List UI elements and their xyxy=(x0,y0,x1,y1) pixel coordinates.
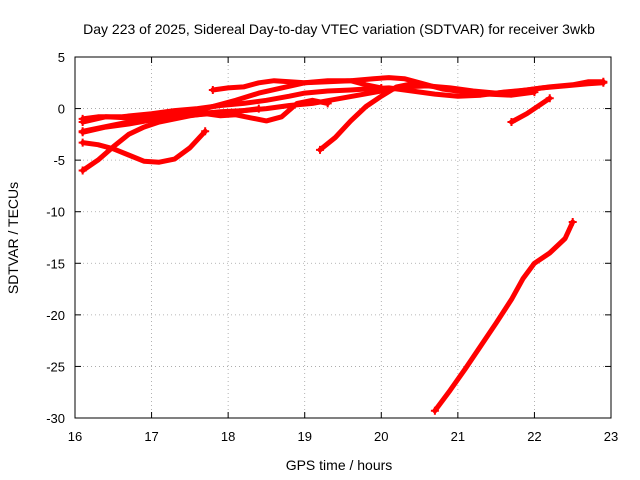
x-tick-label: 19 xyxy=(297,429,311,444)
series-arc-8-endpoint-marker xyxy=(316,145,325,154)
series-arc-9 xyxy=(509,95,553,125)
series-arc-3-endpoint-marker xyxy=(201,127,210,136)
y-tick-label: -25 xyxy=(46,359,65,374)
x-axis-label: GPS time / hours xyxy=(286,457,393,473)
x-tick-label: 20 xyxy=(374,429,388,444)
series-arc-3 xyxy=(80,128,208,165)
y-tick-label: -20 xyxy=(46,308,65,323)
series-arc-9-endpoint-marker xyxy=(545,94,554,103)
data-series xyxy=(78,75,608,415)
series-arc-5-endpoint-marker xyxy=(254,104,263,113)
chart-title: Day 223 of 2025, Sidereal Day-to-day VTE… xyxy=(83,21,595,37)
series-arc-10-endpoint-marker xyxy=(568,218,577,227)
series-arc-6-endpoint-marker xyxy=(530,88,539,97)
series-arc-6-endpoint-marker xyxy=(208,86,217,95)
y-tick-label: -10 xyxy=(46,205,65,220)
x-tick-label: 17 xyxy=(144,429,158,444)
series-arc-3-endpoint-marker xyxy=(78,138,87,147)
x-axis-ticks: 16 17 18 19 20 21 22 23 xyxy=(68,57,618,444)
series-arc-10 xyxy=(432,219,576,414)
series-arc-9-endpoint-marker xyxy=(507,117,516,126)
y-axis-label: SDTVAR / TECUs xyxy=(5,182,21,294)
y-tick-label: 5 xyxy=(58,50,65,65)
series-arc-8 xyxy=(317,81,415,153)
y-tick-label: 0 xyxy=(58,102,65,117)
x-tick-label: 16 xyxy=(68,429,82,444)
series-arc-2-endpoint-marker xyxy=(599,78,608,87)
series-arc-10-endpoint-marker xyxy=(430,406,439,415)
y-tick-label: -5 xyxy=(53,153,65,168)
x-tick-label: 21 xyxy=(451,429,465,444)
y-tick-label: -30 xyxy=(46,411,65,426)
series-arc-5 xyxy=(80,106,262,125)
series-arc-7-endpoint-marker xyxy=(78,127,87,136)
x-tick-label: 18 xyxy=(221,429,235,444)
series-arc-4-endpoint-marker xyxy=(323,99,332,108)
series-arc-4-endpoint-marker xyxy=(78,166,87,175)
series-arc-7 xyxy=(80,78,384,134)
y-axis-ticks: 5 0 -5 -10 -15 -20 -25 -30 xyxy=(46,50,611,426)
series-arc-6 xyxy=(210,75,537,98)
y-tick-label: -15 xyxy=(46,256,65,271)
x-tick-label: 23 xyxy=(604,429,618,444)
x-tick-label: 22 xyxy=(527,429,541,444)
series-arc-8-endpoint-marker xyxy=(407,79,416,88)
plot-border xyxy=(74,56,612,419)
series-arc-7-endpoint-marker xyxy=(377,83,386,92)
series-arc-5-endpoint-marker xyxy=(78,117,87,126)
